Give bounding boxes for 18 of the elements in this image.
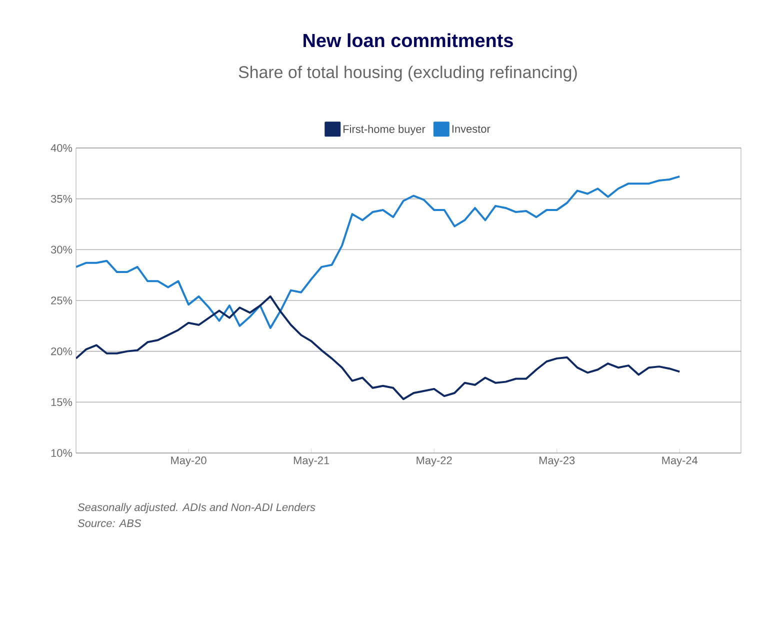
text: Seasonally adjusted. ADIs and Non-ADI Lenders <box>78 503 316 514</box>
y-tick-label: 40% <box>50 144 72 152</box>
x-tick-label: May-21 <box>294 456 330 466</box>
legend-label: Investor <box>452 125 490 133</box>
x-tick-label: May-22 <box>416 456 452 466</box>
y-tick-label: 20% <box>51 347 72 356</box>
chart-title: New loan commitments <box>304 33 513 48</box>
x-tick-label: May-24 <box>662 456 698 466</box>
source-note: Source: ABS <box>78 519 142 528</box>
y-tick-label: 10% <box>51 449 72 457</box>
legend-label: First-home buyer <box>344 124 426 136</box>
y-tick-label: 30% <box>50 246 72 254</box>
x-tick-label: May-23 <box>539 456 575 466</box>
chart-subtitle: Share of total housing (excluding refinancing) <box>238 66 577 82</box>
x-tick-label: May-20 <box>171 456 206 466</box>
y-tick-label: 15% <box>51 398 72 406</box>
y-tick-label: 25% <box>51 296 72 304</box>
y-tick-label: 35% <box>50 194 72 203</box>
